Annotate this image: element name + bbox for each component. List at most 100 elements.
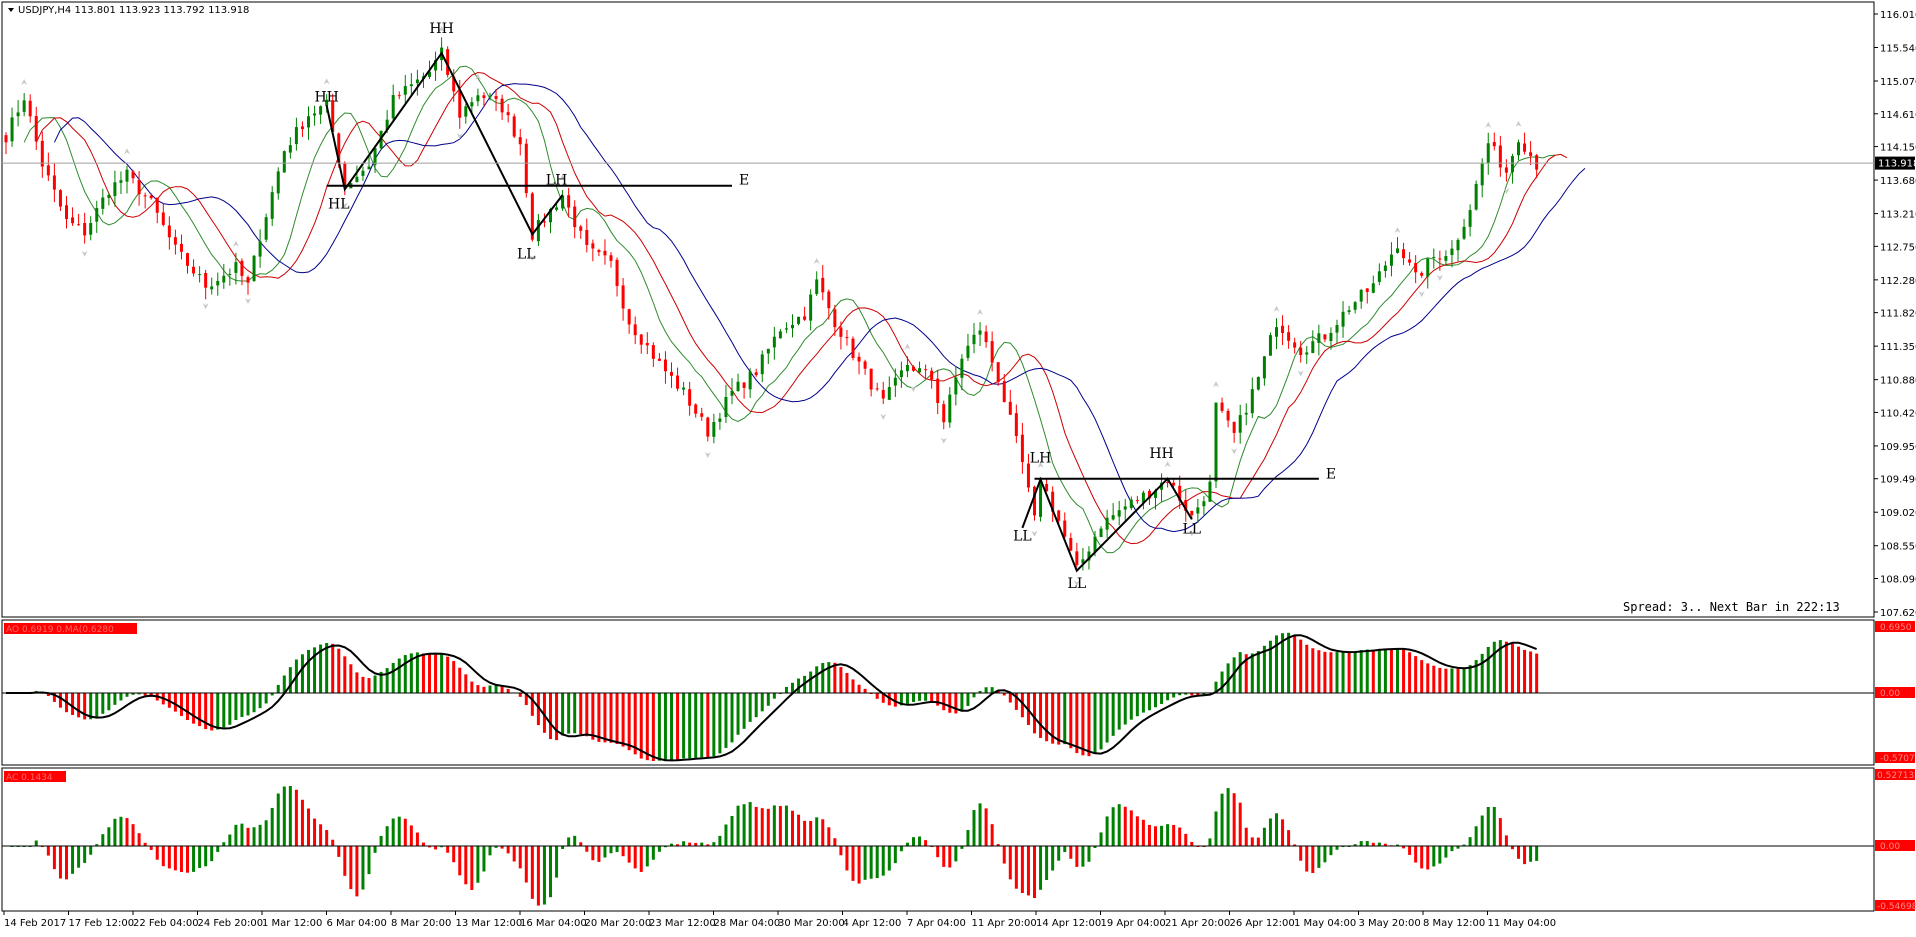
candle-body: [1220, 402, 1224, 411]
candle-body: [1432, 256, 1436, 258]
price-tick-label: 116.010: [1880, 10, 1916, 21]
price-tick-label: 108.550: [1880, 542, 1916, 553]
ao-bar: [1462, 667, 1466, 693]
candle-body: [1281, 325, 1285, 333]
ac-bar: [1504, 835, 1508, 846]
ao-bar: [524, 693, 528, 706]
candle-body: [246, 277, 250, 283]
candle-body: [712, 422, 716, 437]
candle-body: [40, 140, 44, 167]
ac-axis-top-bg: [1875, 769, 1915, 780]
candle-body: [930, 370, 934, 380]
ao-bar: [1517, 646, 1520, 693]
ao-bar: [337, 648, 341, 693]
ac-bar: [512, 846, 516, 862]
candle-body: [300, 126, 304, 130]
ac-bar: [1498, 818, 1502, 846]
fractal-up-icon: [1213, 381, 1219, 388]
candle-body: [561, 195, 565, 209]
ao-bar: [1444, 668, 1448, 693]
ao-histogram: [10, 632, 1539, 761]
ao-bar: [1069, 693, 1073, 749]
ac-bar: [881, 846, 885, 876]
candle-body: [464, 106, 468, 117]
ac-bar: [633, 846, 637, 869]
swing-label: HH: [429, 21, 453, 37]
fractal-up-icon: [323, 78, 330, 85]
candle-body: [573, 206, 577, 228]
ao-bar: [234, 693, 238, 721]
ac-bar: [1311, 846, 1315, 873]
ao-bar: [1335, 652, 1339, 693]
ac-bar: [1232, 793, 1236, 846]
fractal-up-icon: [977, 309, 984, 316]
ao-bar: [1093, 693, 1097, 754]
ao-bar: [918, 693, 922, 701]
ao-bar: [1420, 660, 1424, 693]
ao-bar: [1426, 663, 1430, 693]
ao-bar: [1202, 693, 1206, 696]
candle-body: [875, 388, 879, 390]
ac-bar: [1226, 788, 1230, 846]
fractal-up-icon: [1037, 461, 1044, 468]
candle-body: [978, 330, 982, 335]
ao-bar: [530, 693, 534, 716]
ao-bar: [415, 652, 419, 693]
ao-bar: [77, 693, 81, 718]
ac-bar: [815, 817, 819, 846]
ac-bar: [1365, 841, 1369, 846]
dropdown-triangle-icon[interactable]: [8, 8, 14, 12]
ac-bar: [1268, 818, 1272, 846]
ac-bar: [1105, 816, 1109, 846]
ac-bar: [839, 846, 843, 856]
candle-body: [83, 222, 87, 236]
candle-body: [210, 286, 214, 290]
candle-body: [682, 387, 686, 390]
ac-bar: [1256, 837, 1260, 846]
ac-bar: [294, 789, 298, 846]
spread-status-text: Spread: 3.. Next Bar in 222:13: [1623, 600, 1840, 614]
candle-body: [131, 171, 135, 179]
candle-body: [1069, 538, 1073, 551]
fractal-down-icon: [456, 133, 463, 140]
candle-body: [948, 394, 952, 423]
candle-body: [905, 364, 909, 372]
candle-body: [663, 359, 667, 372]
ac-bar: [549, 846, 552, 898]
candle-body: [331, 100, 335, 132]
ao-bar: [1359, 650, 1363, 693]
ao-bar: [948, 693, 952, 713]
ao-bar: [222, 693, 226, 728]
ac-bar: [482, 846, 486, 872]
ao-bar: [1256, 651, 1260, 693]
ao-bar: [325, 642, 329, 693]
swing-label: LL: [1183, 522, 1202, 538]
ao-bar: [137, 693, 141, 695]
ac-bar: [797, 814, 801, 846]
ao-bar: [1396, 648, 1399, 693]
ac-bar: [688, 842, 692, 846]
candle-body: [500, 98, 504, 113]
time-tick-label: 21 Apr 20:00: [1165, 918, 1230, 929]
ac-bar: [319, 824, 323, 846]
candle-body: [1099, 528, 1103, 537]
candle-body: [1529, 152, 1533, 156]
ao-bar: [1099, 693, 1103, 750]
candle-body: [724, 396, 728, 418]
ao-bar: [198, 693, 202, 727]
ao-bar: [494, 685, 498, 693]
candle-body: [494, 96, 498, 99]
ao-bar: [1347, 652, 1351, 693]
ac-bar: [440, 846, 444, 848]
ao-bar: [288, 667, 292, 693]
ac-bar: [397, 816, 401, 846]
fractal-down-icon: [245, 298, 251, 305]
main-price-pane[interactable]: [1, 1, 1875, 618]
candle-body: [470, 102, 474, 107]
ac-bar: [143, 842, 147, 846]
price-tick-label: 107.620: [1880, 608, 1916, 619]
ac-bar: [524, 846, 528, 883]
ao-bar: [216, 693, 220, 730]
